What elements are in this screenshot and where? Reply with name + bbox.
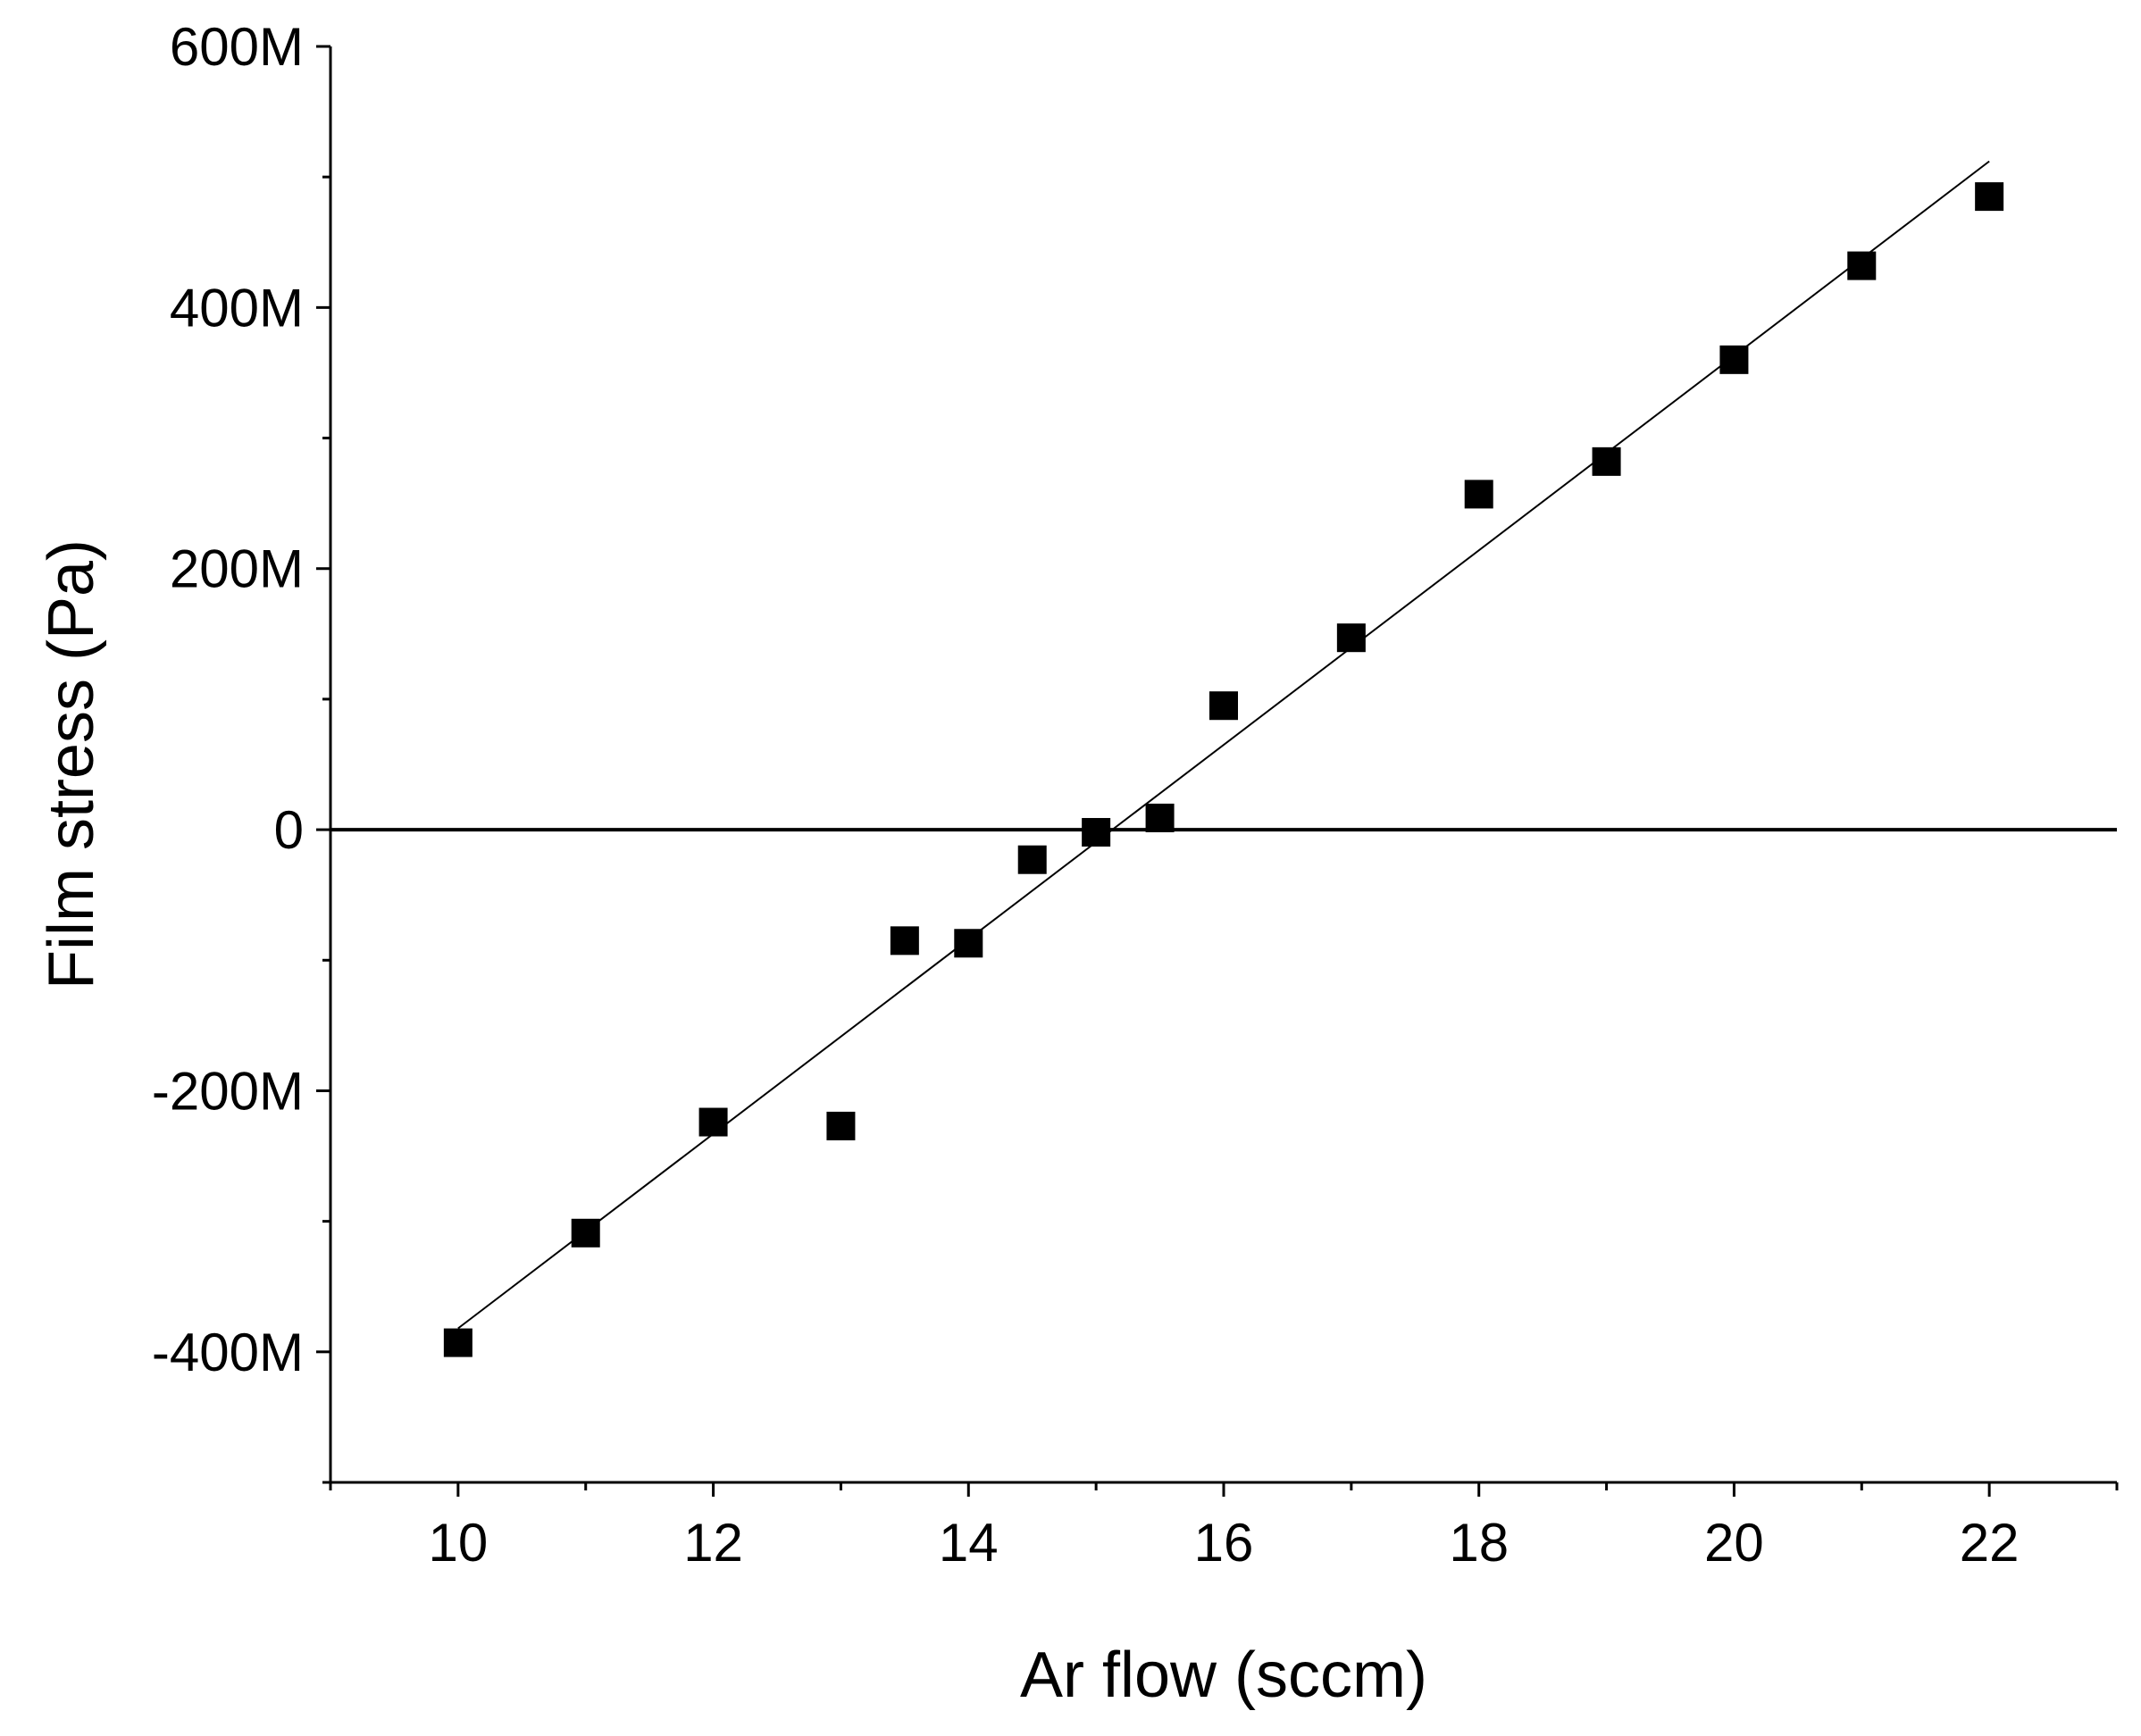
data-points-layer bbox=[443, 182, 2004, 1357]
data-point bbox=[826, 1111, 856, 1140]
y-tick-label: -200M bbox=[152, 1061, 304, 1121]
x-tick-label: 12 bbox=[683, 1513, 743, 1573]
y-axis-title: Film stress (Pa) bbox=[36, 539, 107, 989]
data-point bbox=[1975, 182, 2004, 212]
y-tick-label: 400M bbox=[170, 278, 304, 338]
data-point bbox=[698, 1107, 728, 1137]
x-tick-label: 16 bbox=[1194, 1513, 1254, 1573]
x-axis-title: Ar flow (sccm) bbox=[1020, 1640, 1427, 1711]
x-tick-label: 18 bbox=[1449, 1513, 1509, 1573]
y-tick-label: 200M bbox=[170, 539, 304, 599]
data-point bbox=[1082, 818, 1111, 847]
x-tick-label: 20 bbox=[1704, 1513, 1764, 1573]
data-point bbox=[443, 1328, 473, 1357]
data-point bbox=[1209, 691, 1238, 721]
y-tick-label: 600M bbox=[170, 17, 304, 77]
data-point bbox=[1719, 345, 1749, 374]
linear-fit-line bbox=[457, 160, 1990, 1330]
ticks-layer bbox=[316, 45, 2119, 1497]
data-point bbox=[571, 1218, 600, 1248]
data-point bbox=[1145, 803, 1175, 832]
y-tick-label: -400M bbox=[152, 1323, 304, 1382]
x-tick-label: 10 bbox=[428, 1513, 488, 1573]
data-point bbox=[1336, 623, 1366, 653]
data-point bbox=[1464, 480, 1493, 509]
data-point bbox=[954, 929, 983, 958]
x-tick-label: 14 bbox=[939, 1513, 999, 1573]
data-point bbox=[1847, 251, 1877, 280]
data-point bbox=[890, 926, 919, 956]
y-tick-label: 0 bbox=[274, 800, 304, 860]
tick-labels-layer: 10 12 14 16 18 20 22 -400M -200M 0 200M 400M 600M bbox=[152, 17, 2020, 1573]
data-point bbox=[1017, 845, 1047, 874]
x-tick-label: 22 bbox=[1960, 1513, 2020, 1573]
data-point bbox=[1592, 447, 1621, 476]
